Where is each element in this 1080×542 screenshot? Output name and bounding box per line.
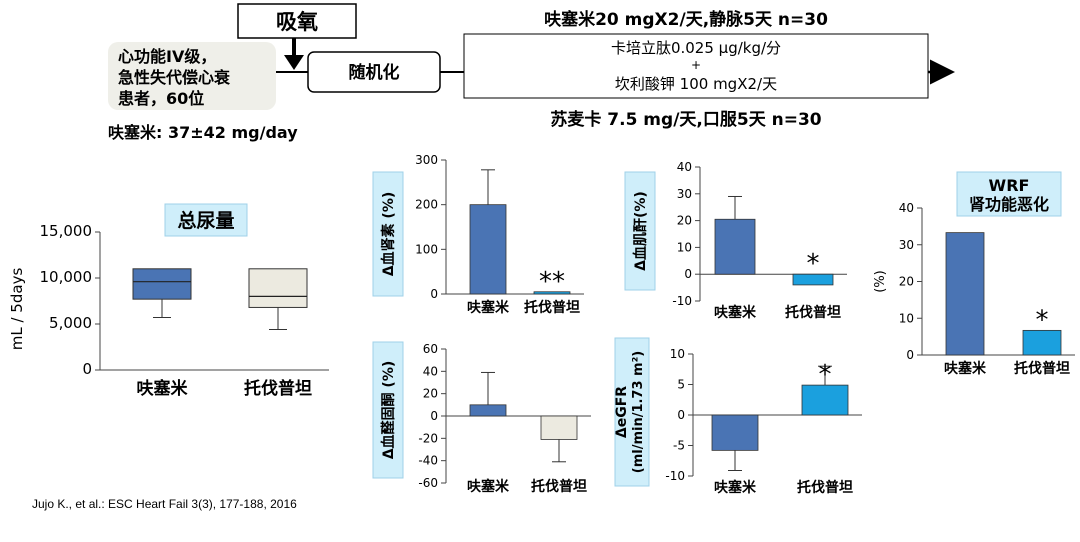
urine-tick-label-0: 0 — [82, 360, 92, 378]
urine-category-label-1: 托伐普坦 — [244, 378, 312, 399]
aldosterone-bar-0 — [469, 404, 507, 417]
wrf-title: WRF — [989, 176, 1030, 195]
wrf-title-box — [956, 171, 1062, 217]
study-design-diagram: 吸氧 心功能IV级， 急性失代偿心衰 患者，60位 随机化 呋塞米20 mgX2… — [108, 3, 955, 142]
wrf-tick-label-4: 40 — [899, 201, 914, 215]
aldosterone-tick-label-0: -60 — [418, 476, 438, 490]
renin-tick-label-2: 200 — [415, 198, 438, 212]
egfr-bar-1 — [801, 384, 849, 416]
wrf-bar-1 — [1022, 329, 1062, 356]
renin-category-label-0: 呋塞米 — [467, 299, 510, 316]
wrf-y-label: (%) — [873, 270, 888, 293]
wrf-tick-label-1: 10 — [899, 311, 914, 325]
egfr-category-label-1: 托伐普坦 — [797, 479, 853, 496]
renin-y-label: Δ血肾素 (%) — [380, 192, 397, 277]
egfr-tick-label-3: 5 — [677, 378, 685, 392]
aldosterone-tick-label-4: 20 — [423, 387, 438, 401]
renin-tick-label-1: 100 — [415, 242, 438, 256]
egfr-annotation-1: * — [819, 360, 832, 390]
egfr-y-label: ΔeGFR — [614, 386, 630, 438]
creatinine-tick-label-1: 0 — [684, 267, 692, 281]
patient-line-2: 急性失代偿心衰 — [118, 68, 231, 87]
renin-tick-label-3: 300 — [415, 153, 438, 167]
aldosterone-tick-label-5: 40 — [423, 364, 438, 378]
urine-title-box — [164, 203, 248, 237]
urine-tick-label-2: 10,000 — [40, 268, 93, 286]
egfr-tick-label-2: 0 — [677, 408, 685, 422]
aldosterone-category-label-0: 呋塞米 — [467, 478, 510, 495]
creatinine-bar-0 — [714, 218, 756, 275]
renin-category-label-1: 托伐普坦 — [524, 299, 580, 316]
wrf-annotation-1: * — [1036, 305, 1049, 335]
creatinine-category-label-0: 呋塞米 — [714, 304, 757, 321]
creatinine-category-label-1: 托伐普坦 — [785, 304, 841, 321]
aldosterone-bar-1 — [540, 415, 578, 440]
randomization-label: 随机化 — [349, 62, 400, 83]
egfr-label-box — [614, 337, 650, 487]
egfr-tick-label-4: 10 — [670, 347, 685, 361]
renin-label-box — [372, 171, 404, 297]
urine-box-0 — [132, 268, 192, 300]
aldosterone-label-box — [372, 341, 404, 479]
urine-tick-label-1: 5,000 — [49, 314, 92, 332]
creatinine-tick-label-3: 20 — [677, 214, 692, 228]
aldosterone-tick-label-2: -20 — [418, 431, 438, 445]
aldosterone-tick-label-1: -40 — [418, 454, 438, 468]
infusion-plus: + — [691, 58, 701, 72]
wrf-tick-label-0: 0 — [906, 348, 914, 362]
creatinine-label-box — [624, 171, 656, 291]
wrf-tick-label-3: 30 — [899, 238, 914, 252]
aldosterone-tick-label-3: 0 — [430, 409, 438, 423]
creatinine-tick-label-5: 40 — [677, 160, 692, 174]
creatinine-tick-label-4: 30 — [677, 187, 692, 201]
wrf-category-label-0: 呋塞米 — [944, 360, 987, 377]
patient-line-1: 心功能IV级， — [118, 47, 216, 66]
oxygen-label: 吸氧 — [276, 10, 318, 34]
creatinine-annotation-1: * — [807, 249, 820, 279]
egfr-tick-label-0: -10 — [665, 469, 685, 483]
oxygen-box — [237, 3, 357, 39]
furosemide-dose: 呋塞米: 37±42 mg/day — [108, 123, 298, 142]
aldosterone-tick-label-6: 60 — [423, 342, 438, 356]
egfr-y-label-units: (ml/min/1.73 m²) — [631, 351, 646, 473]
urine-category-label-0: 呋塞米 — [137, 378, 189, 399]
egfr-category-label-0: 呋塞米 — [714, 479, 757, 496]
wrf-category-label-1: 托伐普坦 — [1014, 360, 1070, 377]
urine-tick-label-3: 15,000 — [40, 222, 93, 240]
creatinine-bar-1 — [792, 273, 834, 286]
urine-title: 总尿量 — [177, 209, 234, 232]
egfr-bar-0 — [711, 414, 759, 451]
renin-tick-label-0: 0 — [430, 287, 438, 301]
aldosterone-y-label: Δ血醛固酮 (%) — [380, 361, 397, 460]
infusion-box — [463, 33, 929, 99]
egfr-tick-label-1: -5 — [673, 439, 685, 453]
creatinine-y-label: Δ血肌酐(%) — [632, 191, 649, 271]
tolvaptan-arm-label: 苏麦卡 7.5 mg/天,口服5天 n=30 — [550, 109, 821, 130]
oxygen-arrow-head — [284, 55, 304, 70]
renin-bar-1 — [533, 291, 571, 295]
renin-annotation-1: ** — [539, 267, 565, 297]
urine-box-1 — [248, 268, 308, 308]
wrf-bar-0 — [945, 232, 985, 356]
creatinine-tick-label-2: 10 — [677, 240, 692, 254]
citation: Jujo K., et al.: ESC Heart Fail 3(3), 17… — [32, 497, 297, 511]
wrf-subtitle: 肾功能恶化 — [969, 195, 1049, 214]
patient-line-3: 患者，60位 — [118, 89, 204, 108]
creatinine-tick-label-0: -10 — [672, 294, 692, 308]
urine-y-label: mL / 5days — [8, 268, 26, 351]
renin-bar-0 — [469, 204, 507, 295]
infusion-line-2: 坎利酸钾 100 mgX2/天 — [615, 75, 777, 93]
furosemide-arm-label: 呋塞米20 mgX2/天,静脉5天 n=30 — [544, 9, 828, 30]
patient-group-box — [108, 42, 276, 110]
wrf-tick-label-2: 20 — [899, 275, 914, 289]
aldosterone-category-label-1: 托伐普坦 — [531, 478, 587, 495]
infusion-line-1: 卡培立肽0.025 μg/kg/分 — [611, 39, 781, 57]
